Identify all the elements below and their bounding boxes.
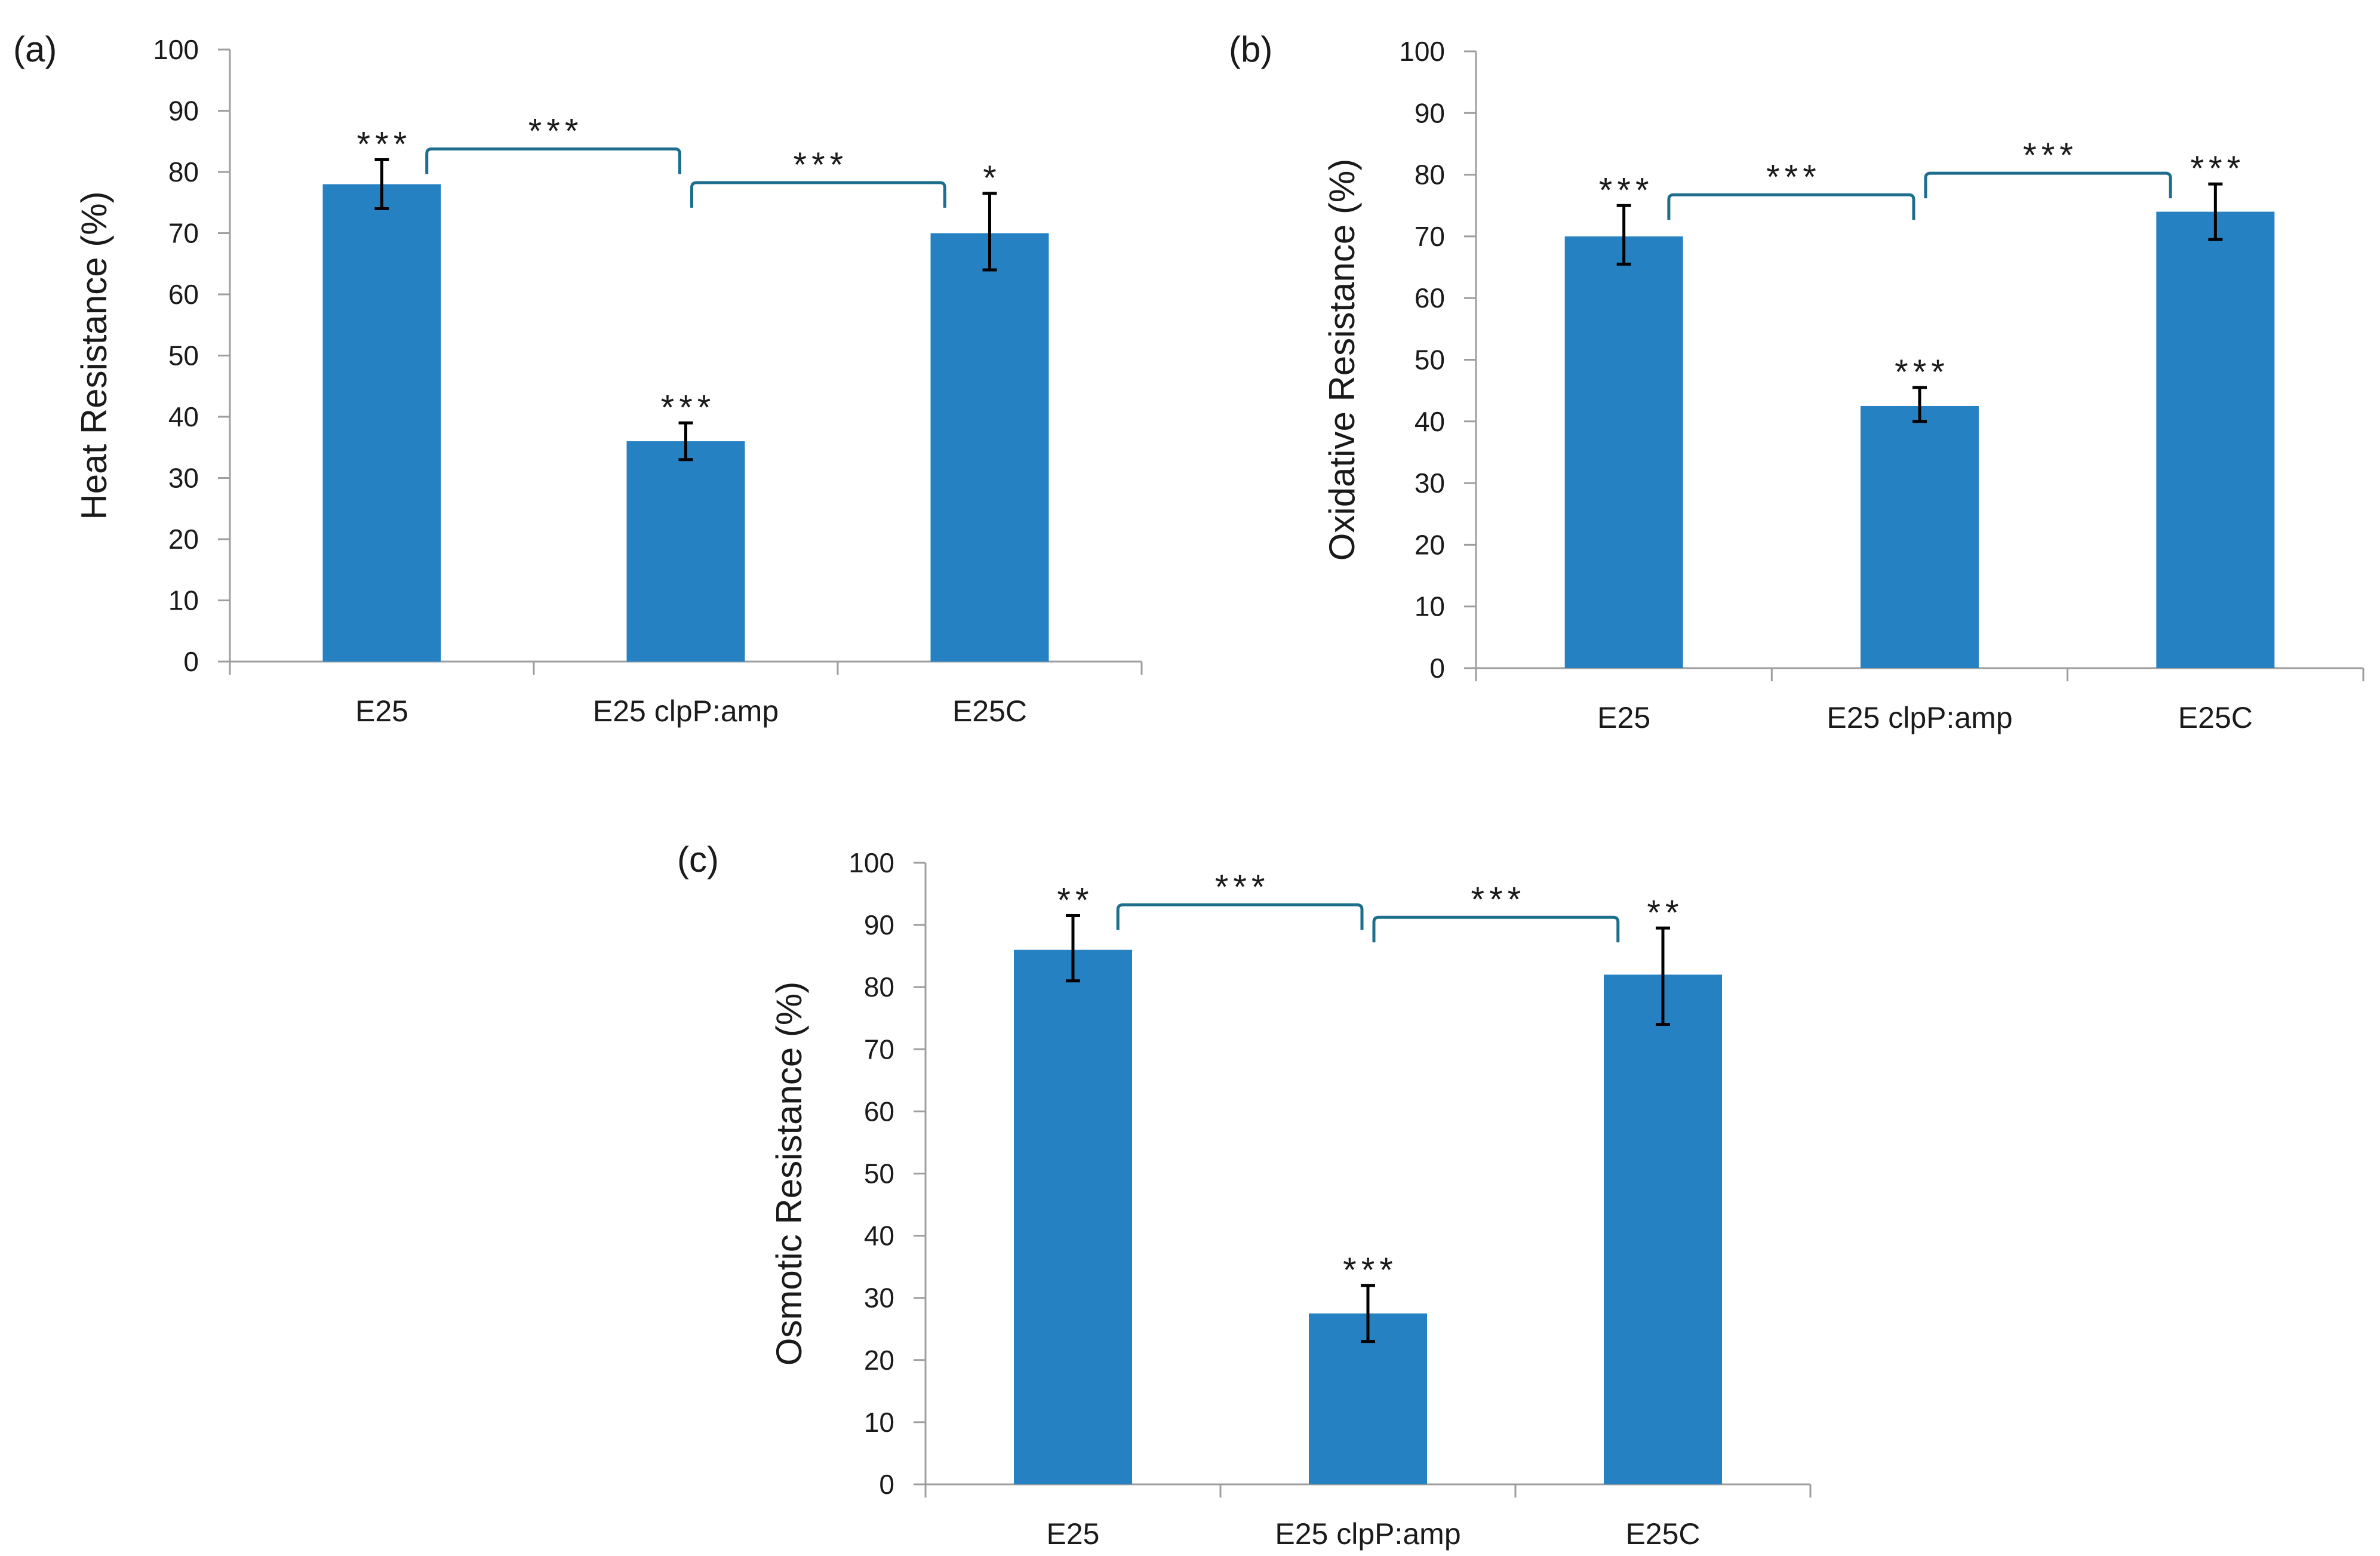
y-tick-label: 0 xyxy=(183,646,199,677)
comparison-bracket xyxy=(1116,903,1364,930)
bar xyxy=(322,184,441,662)
panel-heat-resistance: (a) Heat Resistance (%) 0 10 20 30 40 50 60 70 80 9… xyxy=(13,29,1143,728)
y-tick-label: 90 xyxy=(1415,97,1445,128)
x-category-label: E25C xyxy=(1625,1517,1700,1551)
significance-label: ** xyxy=(1057,881,1093,920)
significance-label: * xyxy=(983,159,1001,198)
y-tick-label: 10 xyxy=(168,585,199,616)
panel-label: (c) xyxy=(677,839,719,880)
y-tick-label: 70 xyxy=(1415,221,1445,252)
bar xyxy=(930,233,1049,662)
y-tick-label: 50 xyxy=(168,340,199,371)
comparison-significance-label: *** xyxy=(1766,158,1821,196)
comparison-bracket xyxy=(690,181,946,208)
x-category-label: E25 clpP:amp xyxy=(593,694,779,728)
comparison-significance-label: *** xyxy=(1471,880,1526,919)
x-category-label: E25C xyxy=(952,694,1027,728)
comparison-bracket xyxy=(1372,915,1620,943)
bar xyxy=(1604,974,1722,1484)
y-tick-label: 10 xyxy=(1415,591,1445,622)
panel-label: (a) xyxy=(13,29,57,69)
y-axis-title: Oxidative Resistance (%) xyxy=(1322,159,1362,561)
y-tick-label: 0 xyxy=(879,1469,894,1500)
comparison-bracket xyxy=(1924,171,2172,199)
y-tick-label: 60 xyxy=(864,1096,894,1127)
panel-osmotic-resistance: (c) Osmotic Resistance (%) 0 10 20 30 40 50 60 70… xyxy=(677,839,1812,1551)
y-tick-label: 0 xyxy=(1429,653,1445,684)
y-tick-label: 70 xyxy=(864,1034,894,1065)
bar xyxy=(626,441,745,662)
y-tick-label: 80 xyxy=(168,156,199,187)
comparison-significance-label: *** xyxy=(794,146,848,184)
y-tick-label: 90 xyxy=(864,909,894,940)
panel-oxidative-resistance: (b) Oxidative Resistance (%) 0 10 20 30 40 50 60… xyxy=(1229,29,2364,734)
comparison-bracket xyxy=(1667,193,1915,220)
comparison-significance-label: *** xyxy=(1215,868,1270,906)
y-tick-label: 60 xyxy=(1415,282,1445,313)
bar xyxy=(1861,405,1979,668)
significance-label: *** xyxy=(1599,171,1654,210)
y-tick-label: 70 xyxy=(168,218,199,249)
bar xyxy=(1564,236,1683,668)
x-category-label: E25 xyxy=(1047,1517,1100,1551)
x-category-label: E25 xyxy=(355,694,408,728)
significance-label: *** xyxy=(1895,353,1949,392)
y-tick-label: 20 xyxy=(864,1345,894,1376)
y-tick-label: 30 xyxy=(864,1283,894,1314)
y-tick-label: 30 xyxy=(1415,468,1445,499)
y-tick-label: 100 xyxy=(848,847,894,878)
y-axis-title: Heat Resistance (%) xyxy=(74,191,114,519)
y-tick-label: 90 xyxy=(168,96,199,127)
y-tick-label: 40 xyxy=(168,401,199,432)
y-tick-label: 30 xyxy=(168,463,199,494)
y-tick-label: 50 xyxy=(864,1158,894,1189)
significance-label: *** xyxy=(661,388,716,427)
comparison-significance-label: *** xyxy=(2023,136,2078,175)
y-tick-label: 20 xyxy=(1415,529,1445,560)
y-axis-title: Osmotic Resistance (%) xyxy=(769,982,809,1366)
x-category-label: E25 clpP:amp xyxy=(1826,701,2012,734)
y-tick-label: 80 xyxy=(864,971,894,1003)
x-category-label: E25 xyxy=(1597,701,1650,734)
comparison-bracket xyxy=(425,147,681,174)
significance-label: *** xyxy=(2190,149,2245,188)
y-tick-label: 50 xyxy=(1415,345,1445,376)
bar xyxy=(1014,949,1132,1484)
panel-label: (b) xyxy=(1229,29,1272,69)
significance-label: *** xyxy=(1343,1251,1398,1290)
significance-label: ** xyxy=(1647,893,1683,932)
y-tick-label: 40 xyxy=(864,1220,894,1251)
x-category-label: E25C xyxy=(2178,701,2253,734)
bar xyxy=(2156,211,2275,669)
x-category-label: E25 clpP:amp xyxy=(1275,1517,1460,1551)
y-tick-label: 100 xyxy=(153,34,199,65)
y-tick-label: 20 xyxy=(168,524,199,555)
y-tick-label: 60 xyxy=(168,279,199,310)
comparison-significance-label: *** xyxy=(528,112,583,151)
y-tick-label: 40 xyxy=(1415,406,1445,437)
significance-label: *** xyxy=(357,125,412,164)
y-tick-label: 100 xyxy=(1399,36,1445,67)
y-tick-label: 80 xyxy=(1415,159,1445,190)
y-tick-label: 10 xyxy=(864,1407,894,1438)
